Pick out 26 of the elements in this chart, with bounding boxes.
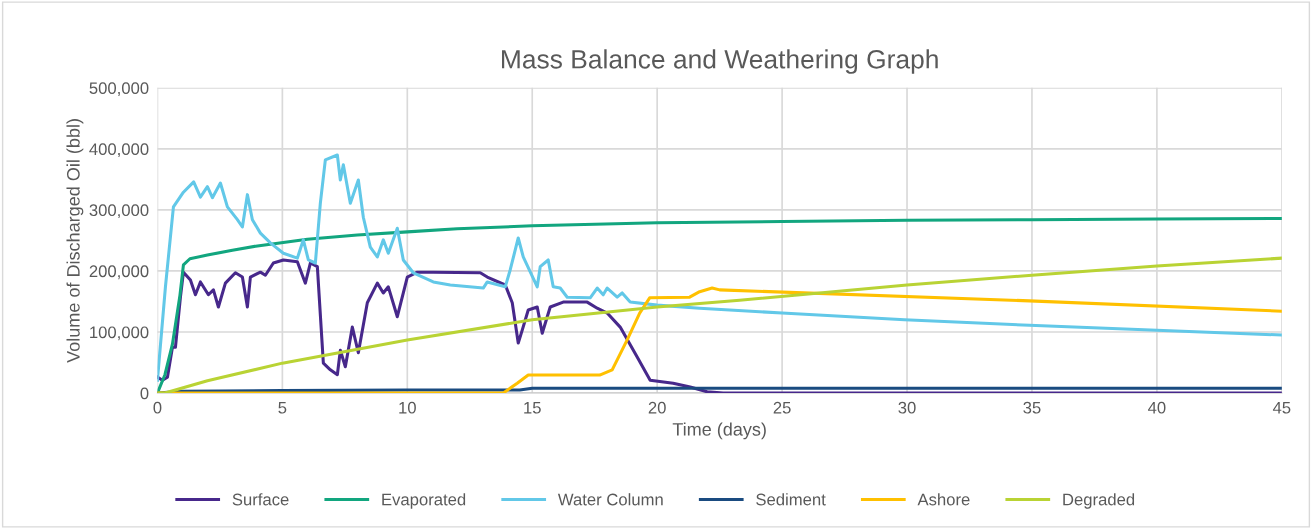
legend-label: Sediment bbox=[756, 493, 826, 506]
y-tick-label: 400,000 bbox=[89, 143, 149, 158]
line-series bbox=[157, 153, 1282, 382]
chart-title: Mass Balance and Weathering Graph bbox=[502, 49, 938, 74]
y-tick-label: 200,000 bbox=[89, 265, 149, 280]
x-tick-label: 5 bbox=[278, 401, 287, 414]
x-tick-label: 30 bbox=[898, 401, 916, 414]
x-tick-label: 35 bbox=[1023, 401, 1041, 414]
x-axis-title: Time (days) bbox=[672, 422, 766, 440]
legend-label: Surface bbox=[232, 493, 289, 506]
x-tick-label: 15 bbox=[524, 401, 541, 414]
legend-label: Water Column bbox=[557, 493, 663, 506]
x-tick-label: 10 bbox=[399, 401, 416, 414]
x-tick-label: 0 bbox=[153, 401, 162, 414]
x-tick-label: 45 bbox=[1272, 401, 1291, 414]
legend-label: Evaporated bbox=[382, 493, 466, 509]
legend-label: Degraded bbox=[1063, 493, 1135, 509]
x-tick-label: 25 bbox=[773, 401, 791, 414]
x-tick-label: 40 bbox=[1148, 401, 1166, 414]
y-tick-label: 500,000 bbox=[89, 82, 149, 96]
y-axis-title: Volume of Discharged Oil (bbl) bbox=[66, 119, 84, 363]
y-tick-label: 300,000 bbox=[89, 204, 149, 219]
y-tick-label: 100,000 bbox=[90, 326, 149, 341]
x-tick-label: 20 bbox=[648, 401, 666, 414]
legend-label: Ashore bbox=[917, 493, 970, 506]
y-tick-label: 0 bbox=[140, 387, 149, 400]
